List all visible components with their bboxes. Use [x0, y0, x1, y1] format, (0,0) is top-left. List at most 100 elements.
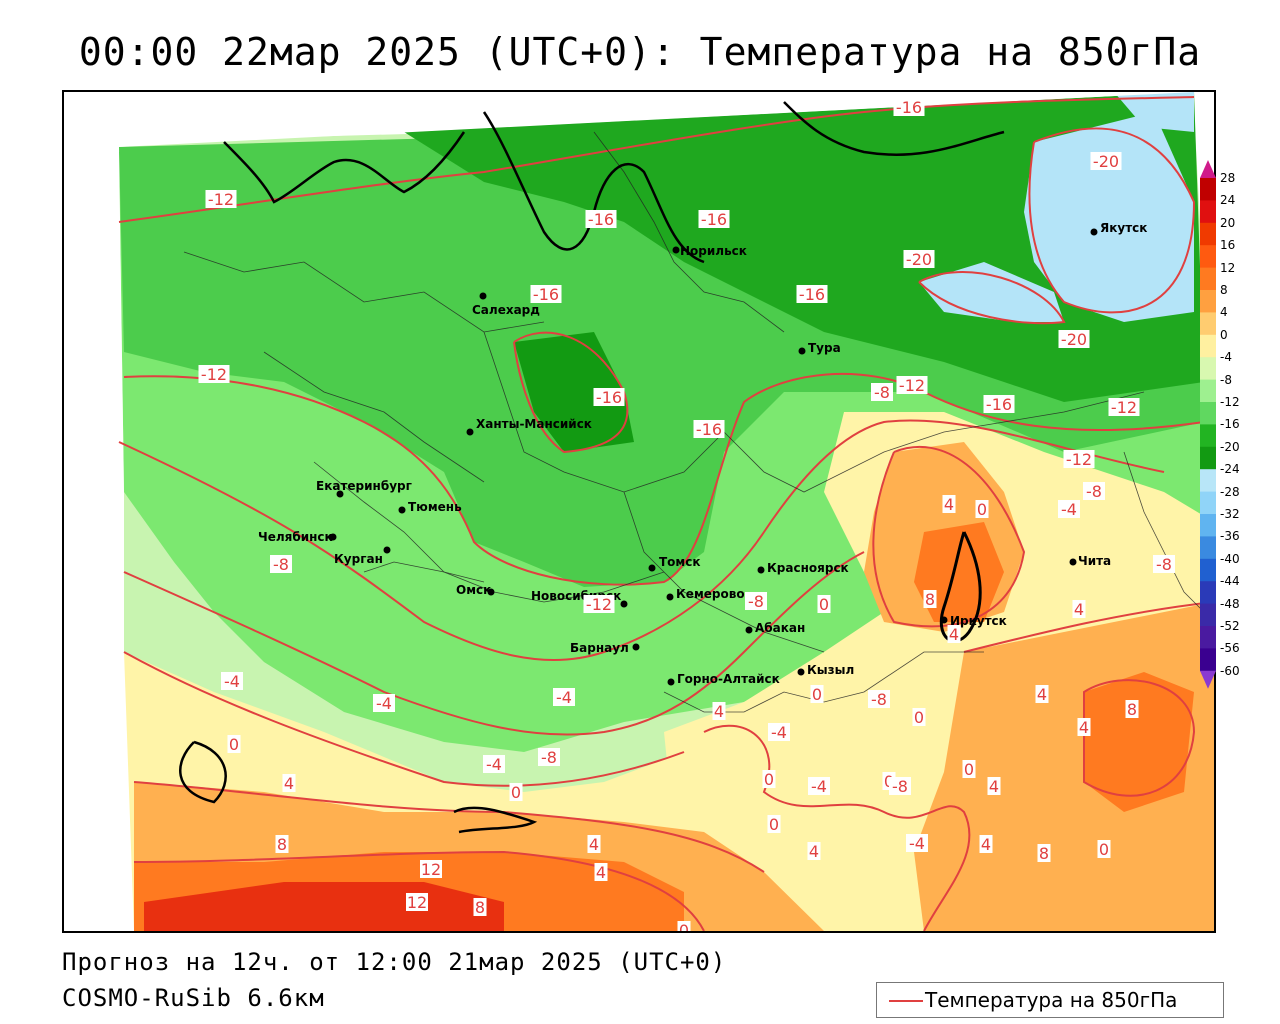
svg-text:-16: -16	[986, 395, 1012, 414]
contour-label: 8	[1125, 700, 1139, 719]
contour-label: 4	[1072, 600, 1086, 619]
contour-label: -4	[768, 723, 790, 742]
contour-label: -8	[1153, 555, 1175, 574]
svg-text:0: 0	[1099, 840, 1109, 859]
contour-label: -16	[593, 388, 625, 407]
contour-label: 8	[923, 590, 937, 609]
contour-label: 0	[810, 685, 824, 704]
contour-label: 4	[594, 863, 608, 882]
svg-text:0: 0	[964, 760, 974, 779]
svg-text:-8: -8	[1086, 482, 1102, 501]
contour-label: -16	[983, 395, 1015, 414]
colorbar-segment	[1200, 424, 1216, 448]
svg-text:0: 0	[511, 783, 521, 802]
svg-text:4: 4	[809, 842, 819, 861]
contour-value-labels: -16 -20 -12 -16 -16 -16 -20 -16 -20 -12 -16 -12 -8 -1…	[198, 98, 1175, 931]
colorbar-tick-label: 16	[1220, 238, 1236, 253]
svg-text:0: 0	[679, 921, 689, 931]
forecast-info: Прогноз на 12ч. от 12:00 21мар 2025 (UTC…	[62, 948, 727, 976]
colorbar-bottom-arrow	[1200, 670, 1216, 689]
admin-borders	[183, 131, 1205, 713]
svg-text:-4: -4	[486, 755, 502, 774]
svg-text:0: 0	[764, 770, 774, 789]
contour-label: 0	[912, 708, 926, 727]
contour-label: 0	[509, 783, 523, 802]
colorbar-segment	[1200, 536, 1216, 560]
contour-label: 4	[987, 777, 1001, 796]
contour-label: -12	[198, 365, 230, 384]
svg-text:Екатеринбург: Екатеринбург	[316, 479, 412, 493]
colorbar-segment	[1200, 245, 1216, 269]
city-tyumen: Тюмень	[398, 500, 462, 514]
colorbar-tick-label: -12	[1220, 395, 1240, 409]
contour-label: 4	[947, 625, 961, 644]
contour-label: -4	[483, 755, 505, 774]
svg-text:4: 4	[949, 625, 959, 644]
field-dark-green	[404, 92, 1204, 402]
svg-text:-4: -4	[556, 688, 572, 707]
contour-label: -8	[538, 748, 560, 767]
svg-text:4: 4	[1079, 718, 1089, 737]
svg-text:Чита: Чита	[1078, 554, 1111, 568]
svg-text:4: 4	[1074, 600, 1084, 619]
svg-text:4: 4	[596, 863, 606, 882]
contour-label: -8	[270, 555, 292, 574]
colorbar-segment	[1200, 626, 1216, 649]
contour-label: -20	[1090, 152, 1122, 171]
svg-text:0: 0	[769, 815, 779, 834]
colorbar-tick-label: -36	[1220, 529, 1240, 544]
colorbar-tick-label: -16	[1220, 417, 1240, 432]
svg-text:-20: -20	[1093, 152, 1119, 171]
contour-label: 0	[762, 770, 776, 789]
contour-label: -8	[889, 777, 911, 796]
city-khanty-mansiysk: Ханты-Мансийск	[466, 417, 592, 436]
colorbar-segment	[1200, 222, 1216, 246]
svg-text:12: 12	[421, 860, 441, 879]
colorbar-tick-label: -28	[1220, 484, 1240, 499]
svg-text:-16: -16	[799, 285, 825, 304]
svg-text:-20: -20	[1061, 330, 1087, 349]
svg-text:-4: -4	[771, 723, 787, 742]
svg-text:4: 4	[944, 495, 954, 514]
svg-text:-12: -12	[1066, 450, 1092, 469]
contour-label: -16	[530, 285, 562, 304]
contour-label: -16	[693, 420, 725, 439]
svg-text:-4: -4	[376, 694, 392, 713]
colorbar-tick-label: -44	[1220, 574, 1240, 589]
svg-text:-8: -8	[892, 777, 908, 796]
contour-label: -8	[868, 690, 890, 709]
field-hot-east	[1084, 672, 1194, 812]
temperature-map[interactable]: Салехард Норильск Якутск Тура Ханты-Манс…	[62, 90, 1216, 933]
contour-label: 4	[587, 835, 601, 854]
svg-text:Кемерово: Кемерово	[676, 587, 745, 601]
svg-text:Тура: Тура	[808, 341, 841, 355]
svg-text:8: 8	[1039, 844, 1049, 863]
svg-text:-16: -16	[533, 285, 559, 304]
model-name: COSMO-RuSib 6.6км	[62, 984, 325, 1012]
colorbar-top-arrow	[1200, 160, 1216, 178]
city-norilsk: Норильск	[672, 244, 747, 258]
temperature-colorbar: 28 24 20 16 12 8 4 0 -4 -8 -12 -16 -20 -24 -28 -32 -36 -4…	[1200, 160, 1250, 690]
svg-text:8: 8	[1127, 700, 1137, 719]
contour-label: 4	[712, 702, 726, 721]
colorbar-segment	[1200, 178, 1216, 201]
svg-text:0: 0	[812, 685, 822, 704]
svg-text:-8: -8	[748, 592, 764, 611]
svg-text:0: 0	[914, 708, 924, 727]
colorbar-tick-label: 8	[1220, 283, 1228, 297]
colorbar-segment	[1200, 446, 1216, 470]
contour-label: -4	[221, 672, 243, 691]
contour-label: -4	[906, 834, 928, 853]
svg-text:Кызыл: Кызыл	[807, 663, 854, 677]
colorbar-segment	[1200, 379, 1216, 403]
svg-text:Тюмень: Тюмень	[408, 500, 462, 514]
svg-text:-4: -4	[1061, 500, 1077, 519]
svg-text:Якутск: Якутск	[1100, 221, 1147, 235]
city-salekhard: Салехард	[472, 292, 540, 317]
svg-text:4: 4	[714, 702, 724, 721]
colorbar-segment	[1200, 648, 1216, 672]
colorbar-tick-label: 28	[1220, 171, 1236, 185]
city-ekaterinburg: Екатеринбург	[316, 479, 412, 498]
contour-label: -12	[583, 595, 615, 614]
colorbar-tick-label: 12	[1220, 260, 1236, 275]
